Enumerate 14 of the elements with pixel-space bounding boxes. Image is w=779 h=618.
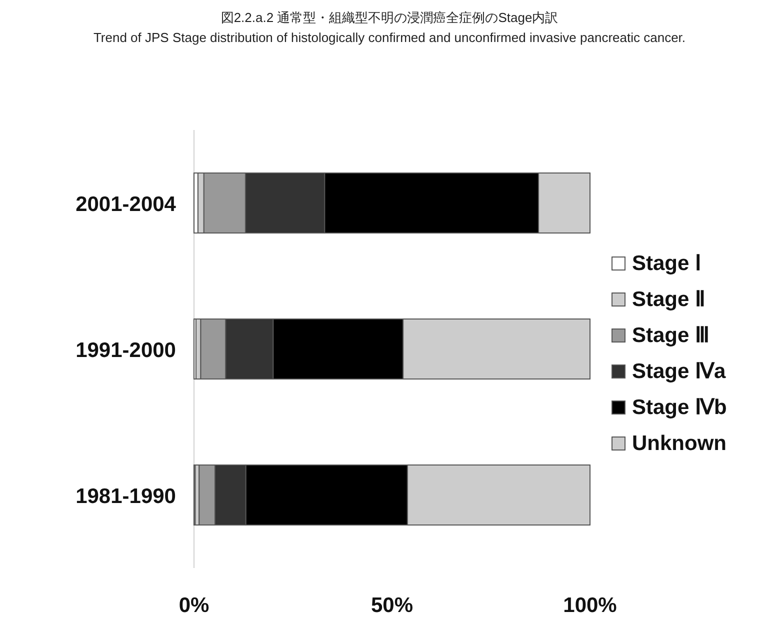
legend-label: Unknown: [632, 432, 726, 455]
subtitle: Trend of JPS Stage distribution of histologically confirmed and unconfirmed invasive pancreatic cancer.: [93, 30, 686, 45]
category-label: 1991-2000: [76, 339, 176, 362]
legend-label: Stage Ⅳb: [632, 396, 727, 419]
title: 図2.2.a.2 通常型・組織型不明の浸潤癌全症例のStage内訳: [220, 10, 558, 25]
legend-label: Stage Ⅲ: [632, 324, 710, 347]
legend-label: Stage Ⅰ: [632, 252, 702, 275]
category-label: 2001-2004: [76, 193, 176, 216]
x-tick-label: 100%: [563, 594, 617, 617]
x-tick-label: 0%: [178, 594, 210, 617]
legend-label: Stage Ⅳa: [632, 360, 726, 383]
legend-label: Stage Ⅱ: [632, 288, 706, 311]
x-tick-label: 50%: [370, 594, 414, 617]
category-label: 1981-1990: [76, 485, 176, 508]
